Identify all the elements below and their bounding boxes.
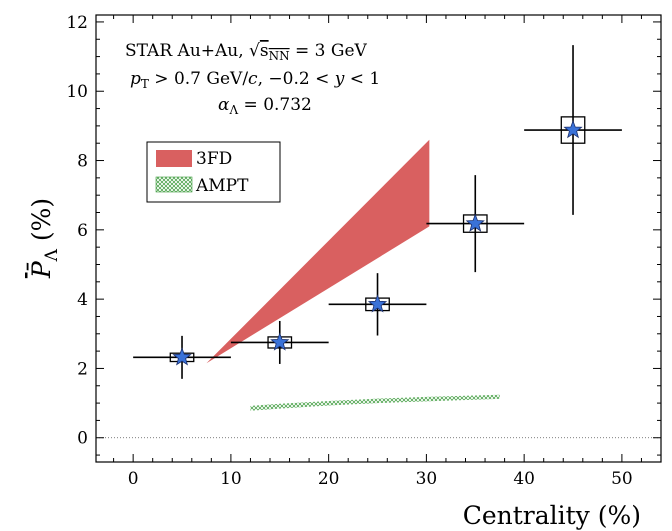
data-point-35 [426, 175, 525, 273]
annotation-collision-system: STAR Au+Au, √sNN = 3 GeV [125, 41, 368, 63]
star-marker [563, 119, 583, 139]
legend-label-ampt: AMPT [195, 176, 249, 196]
y-tick-label: 6 [77, 221, 88, 241]
y-axis-title: P̄Λ (%) [27, 198, 62, 279]
star-marker [270, 332, 290, 351]
y-tick-label: 4 [77, 290, 88, 310]
legend-swatch-ampt [155, 176, 193, 193]
y-tick-label: 2 [77, 359, 88, 379]
legend: 3FD AMPT [146, 141, 281, 203]
data-point-15 [230, 320, 329, 364]
plot-frame [95, 14, 662, 463]
star-marker [465, 213, 485, 232]
model-bands [206, 139, 500, 411]
data-point-5 [133, 335, 231, 379]
y-tick-label: 8 [77, 152, 88, 172]
band-3fd [206, 139, 430, 364]
y-tick-label: 12 [66, 13, 88, 33]
axis-tick-labels: 0 10 20 30 40 50 0 2 4 6 8 10 12 [66, 13, 632, 489]
data-points [133, 45, 622, 379]
data-point-45 [524, 45, 622, 215]
axis-ticks [96, 15, 662, 462]
x-tick-label: 30 [416, 469, 438, 489]
x-tick-label: 20 [318, 469, 340, 489]
x-tick-label: 0 [128, 469, 139, 489]
annotation-kinematic-cuts: pT > 0.7 GeV/c, −0.2 < y < 1 [130, 69, 380, 91]
y-tick-label: 10 [66, 82, 88, 102]
band-ampt [250, 394, 500, 411]
x-tick-label: 10 [220, 469, 242, 489]
legend-label-3fd: 3FD [196, 149, 232, 169]
x-tick-label: 40 [513, 469, 535, 489]
x-tick-label: 50 [611, 469, 633, 489]
data-point-25 [328, 273, 427, 336]
x-axis-title: Centrality (%) [463, 501, 641, 530]
y-tick-label: 0 [77, 429, 88, 449]
star-marker [367, 294, 388, 313]
annotation-alpha: αΛ = 0.732 [218, 95, 312, 117]
legend-swatch-3fd [156, 150, 192, 167]
star-marker [172, 347, 192, 366]
